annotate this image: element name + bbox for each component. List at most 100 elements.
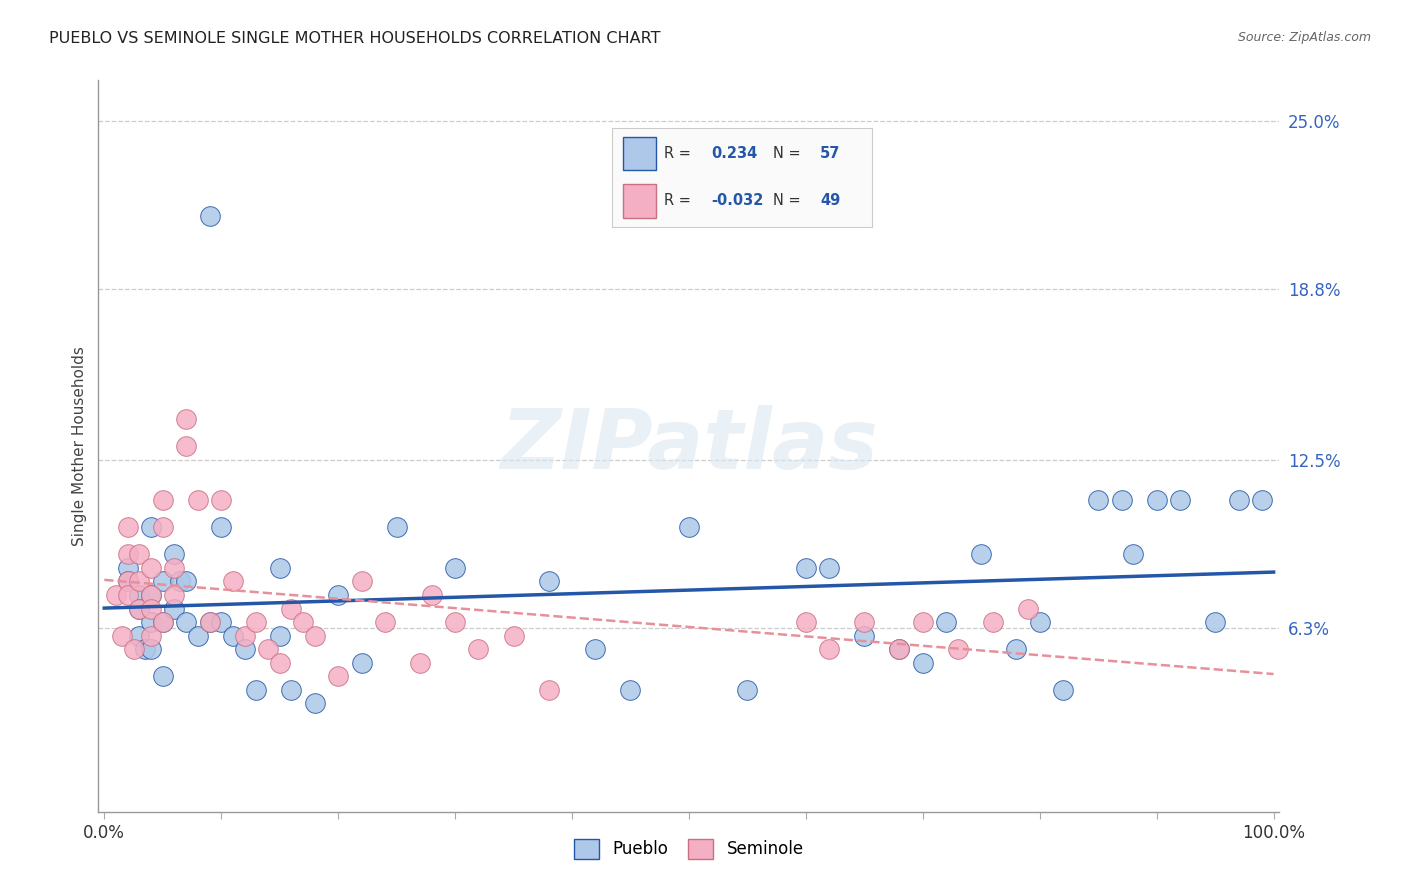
Point xyxy=(163,601,186,615)
Point xyxy=(174,439,197,453)
Text: PUEBLO VS SEMINOLE SINGLE MOTHER HOUSEHOLDS CORRELATION CHART: PUEBLO VS SEMINOLE SINGLE MOTHER HOUSEHO… xyxy=(49,31,661,46)
Point xyxy=(1251,493,1274,508)
Point xyxy=(128,547,150,561)
Point xyxy=(374,615,396,629)
Point xyxy=(233,642,256,657)
Point xyxy=(420,588,443,602)
Point xyxy=(209,520,232,534)
Point xyxy=(818,561,841,575)
Point xyxy=(280,682,302,697)
Point xyxy=(245,682,267,697)
Point xyxy=(128,588,150,602)
Point xyxy=(122,642,145,657)
Point xyxy=(350,574,373,589)
Point xyxy=(467,642,489,657)
Point xyxy=(911,615,934,629)
Point xyxy=(139,520,162,534)
Point xyxy=(304,697,326,711)
Point xyxy=(946,642,969,657)
Point xyxy=(187,493,209,508)
Point xyxy=(583,642,606,657)
Point xyxy=(233,629,256,643)
Point xyxy=(152,574,174,589)
Point xyxy=(209,615,232,629)
Point xyxy=(117,561,139,575)
Point xyxy=(139,588,162,602)
Point xyxy=(970,547,993,561)
Point xyxy=(174,615,197,629)
Point xyxy=(128,574,150,589)
Point xyxy=(163,588,186,602)
Point xyxy=(1168,493,1191,508)
Point xyxy=(139,615,162,629)
Point xyxy=(117,520,139,534)
Point xyxy=(794,615,817,629)
Point xyxy=(269,629,291,643)
Point xyxy=(117,574,139,589)
Point xyxy=(152,615,174,629)
Point xyxy=(198,615,221,629)
Point xyxy=(1146,493,1168,508)
Point xyxy=(198,209,221,223)
Point xyxy=(209,493,232,508)
Point xyxy=(981,615,1004,629)
Point xyxy=(304,629,326,643)
Point xyxy=(1029,615,1052,629)
Point xyxy=(139,588,162,602)
Point xyxy=(853,629,876,643)
Point xyxy=(1122,547,1144,561)
Point xyxy=(163,561,186,575)
Point xyxy=(245,615,267,629)
Point xyxy=(117,588,139,602)
Point xyxy=(794,561,817,575)
Point xyxy=(911,656,934,670)
Point xyxy=(737,682,759,697)
Point xyxy=(269,561,291,575)
Y-axis label: Single Mother Households: Single Mother Households xyxy=(72,346,87,546)
Point xyxy=(385,520,408,534)
Point xyxy=(169,574,191,589)
Point xyxy=(222,574,245,589)
Text: ZIPatlas: ZIPatlas xyxy=(501,406,877,486)
Point xyxy=(128,629,150,643)
Point xyxy=(853,615,876,629)
Point xyxy=(152,669,174,683)
Point xyxy=(326,588,349,602)
Point xyxy=(174,574,197,589)
Point xyxy=(326,669,349,683)
Point xyxy=(257,642,280,657)
Point xyxy=(1227,493,1250,508)
Point xyxy=(134,642,156,657)
Point xyxy=(1052,682,1074,697)
Point xyxy=(1087,493,1109,508)
Point xyxy=(537,574,560,589)
Point xyxy=(280,601,302,615)
Point xyxy=(117,547,139,561)
Point xyxy=(935,615,957,629)
Point xyxy=(139,629,162,643)
Point xyxy=(889,642,911,657)
Point xyxy=(198,615,221,629)
Point xyxy=(152,493,174,508)
Point xyxy=(111,629,134,643)
Point xyxy=(139,601,162,615)
Point xyxy=(678,520,700,534)
Point xyxy=(292,615,315,629)
Point xyxy=(139,561,162,575)
Point xyxy=(818,642,841,657)
Point xyxy=(350,656,373,670)
Point xyxy=(187,629,209,643)
Point xyxy=(128,601,150,615)
Legend: Pueblo, Seminole: Pueblo, Seminole xyxy=(568,832,810,865)
Point xyxy=(444,561,467,575)
Point xyxy=(444,615,467,629)
Point xyxy=(409,656,432,670)
Point xyxy=(222,629,245,643)
Point xyxy=(1005,642,1028,657)
Point xyxy=(152,520,174,534)
Text: Source: ZipAtlas.com: Source: ZipAtlas.com xyxy=(1237,31,1371,45)
Point xyxy=(128,601,150,615)
Point xyxy=(104,588,127,602)
Point xyxy=(163,547,186,561)
Point xyxy=(1111,493,1133,508)
